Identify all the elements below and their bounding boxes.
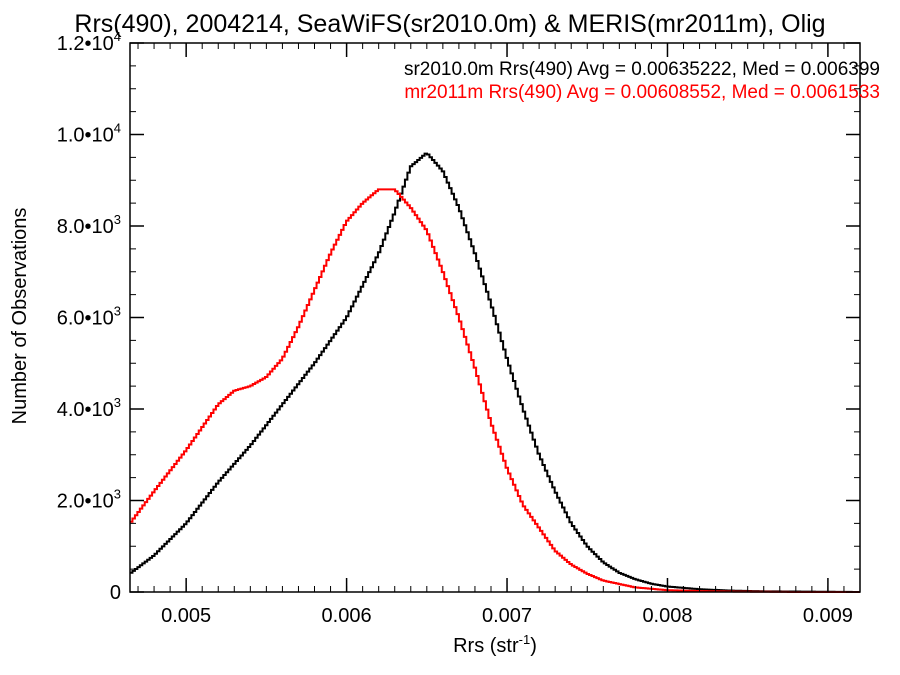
x-tick-label: 0.005	[161, 605, 211, 627]
y-tick-label: 0	[110, 582, 121, 604]
series-line-0	[130, 152, 861, 593]
x-axis: 0.005 0.006 0.007 0.008 0.009	[137, 43, 861, 627]
plot-area	[130, 152, 861, 593]
y-axis-label: Number of Observations	[9, 208, 31, 425]
x-tick-label: 0.006	[322, 605, 372, 627]
y-tick-label: 8.0•103	[57, 212, 121, 238]
series-line-1	[130, 188, 860, 593]
y-tick-label: 4.0•103	[57, 395, 121, 421]
x-axis-label: Rrs (str-1)	[453, 632, 537, 657]
x-tick-label: 0.008	[642, 605, 692, 627]
y-tick-label: 1.0•104	[57, 121, 121, 147]
legend-entry-red: mr2011m Rrs(490) Avg = 0.00608552, Med =…	[404, 82, 880, 103]
chart-title: Rrs(490), 2004214, SeaWiFS(sr2010.0m) & …	[74, 10, 825, 38]
legend-entry-black: sr2010.0m Rrs(490) Avg = 0.00635222, Med…	[404, 59, 880, 80]
y-tick-label: 1.2•104	[57, 29, 121, 55]
y-tick-label: 6.0•103	[57, 304, 121, 330]
x-tick-label: 0.009	[803, 605, 853, 627]
y-tick-label: 2.0•103	[57, 487, 121, 513]
y-axis: 0 2.0•103 4.0•103 6.0•103 8.0•103 1.0•104 1.2•…	[57, 29, 860, 604]
x-tick-label: 0.007	[482, 605, 532, 627]
